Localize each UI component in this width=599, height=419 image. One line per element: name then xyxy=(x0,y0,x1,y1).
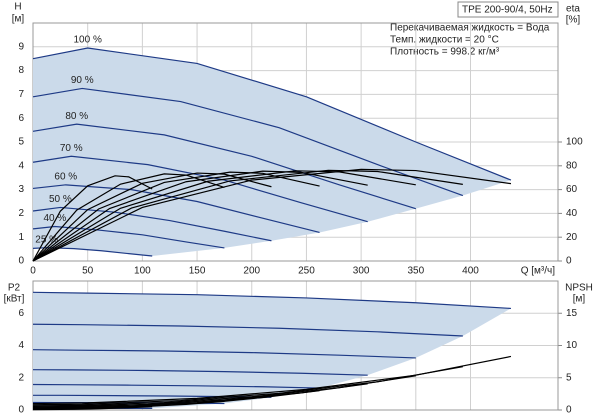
primary-curve xyxy=(32,206,272,242)
y-tick-label: 6 xyxy=(18,308,24,319)
title-box xyxy=(457,1,559,18)
y-tick-label: 7 xyxy=(18,89,24,100)
secondary-curve xyxy=(32,173,225,262)
x-tick-label: 350 xyxy=(407,266,424,277)
curve-label: 100 % xyxy=(74,35,102,46)
y-tick-label: 0 xyxy=(18,256,24,267)
note: Плотность = 998.2 кг/м³ xyxy=(390,47,500,58)
primary-curve xyxy=(32,369,368,376)
chart-title: TPE 200-90/4, 50Hz xyxy=(462,5,553,16)
y-tick-label: 4 xyxy=(18,160,24,171)
y2-tick-label: 0 xyxy=(566,256,572,267)
x-tick-label: 0 xyxy=(30,266,36,277)
y-tick-label: 1 xyxy=(18,232,24,243)
secondary-curve xyxy=(32,169,463,262)
x-tick-label: 400 xyxy=(462,266,479,277)
secondary-curve xyxy=(32,171,320,262)
y-tick-label: 5 xyxy=(18,137,24,148)
primary-curve xyxy=(32,383,320,389)
y-tick-label: 2 xyxy=(18,208,24,219)
operating-range xyxy=(33,47,511,257)
primary-curve xyxy=(32,47,512,181)
y2-tick-label: 20 xyxy=(566,232,578,243)
curve-label: 70 % xyxy=(60,143,83,154)
y2-tick-label: 40 xyxy=(566,208,578,219)
secondary-curve xyxy=(32,406,153,411)
note: Перекачиваемая жидкость = Вода xyxy=(390,23,550,34)
y2-tick-label: 100 xyxy=(566,137,583,148)
primary-curve xyxy=(32,349,416,359)
primary-curve xyxy=(32,123,416,210)
secondary-curve xyxy=(32,172,272,262)
y-axis-unit: [м] xyxy=(12,14,25,25)
y-axis-label: H xyxy=(14,2,21,13)
y-tick-label: 6 xyxy=(18,113,24,124)
y-tick-label: 4 xyxy=(18,340,24,351)
y2-tick-label: 15 xyxy=(566,308,578,319)
curve-label: 50 % xyxy=(49,194,72,205)
y-tick-label: 3 xyxy=(18,184,24,195)
y2-tick-label: 0 xyxy=(566,405,572,416)
curve-label: 80 % xyxy=(65,111,88,122)
operating-range xyxy=(33,292,511,409)
x-tick-label: 300 xyxy=(353,266,370,277)
curve-label: 25 % xyxy=(35,234,58,245)
x-axis-label: Q [м³/ч] xyxy=(521,266,556,277)
y-tick-label: 9 xyxy=(18,41,24,52)
curve-label: 60 % xyxy=(54,171,77,182)
secondary-curve xyxy=(32,168,512,262)
x-tick-label: 150 xyxy=(189,266,206,277)
x-tick-label: 50 xyxy=(82,266,94,277)
secondary-curve xyxy=(32,170,368,262)
secondary-curve xyxy=(32,400,225,410)
primary-curve xyxy=(32,184,320,234)
y2-axis-label: NPSH xyxy=(565,283,593,294)
primary-curve xyxy=(32,291,512,310)
x-tick-label: 200 xyxy=(243,266,260,277)
y-axis-label: P2 xyxy=(8,283,21,294)
curve-label: 90 % xyxy=(71,75,94,86)
y2-tick-label: 80 xyxy=(566,160,578,171)
y2-axis-unit: [м] xyxy=(573,294,586,305)
secondary-curve xyxy=(32,175,153,262)
secondary-curve xyxy=(32,390,320,409)
y2-tick-label: 10 xyxy=(566,340,578,351)
y-tick-label: 0 xyxy=(18,405,24,416)
primary-curve xyxy=(32,323,463,337)
y2-axis-label: eta xyxy=(566,4,580,15)
y-tick-label: 8 xyxy=(18,65,24,76)
y2-axis-unit: [%] xyxy=(566,15,581,26)
note: Темп. жидкости = 20 °C xyxy=(390,35,499,46)
x-tick-label: 250 xyxy=(298,266,315,277)
y-tick-label: 2 xyxy=(18,372,24,383)
x-tick-label: 100 xyxy=(134,266,151,277)
y-axis-unit: [кВт] xyxy=(4,294,25,305)
primary-curve xyxy=(32,155,368,223)
secondary-curve xyxy=(32,170,416,262)
y2-tick-label: 60 xyxy=(566,184,578,195)
y2-tick-label: 5 xyxy=(566,372,572,383)
curve-label: 40 % xyxy=(43,213,66,224)
